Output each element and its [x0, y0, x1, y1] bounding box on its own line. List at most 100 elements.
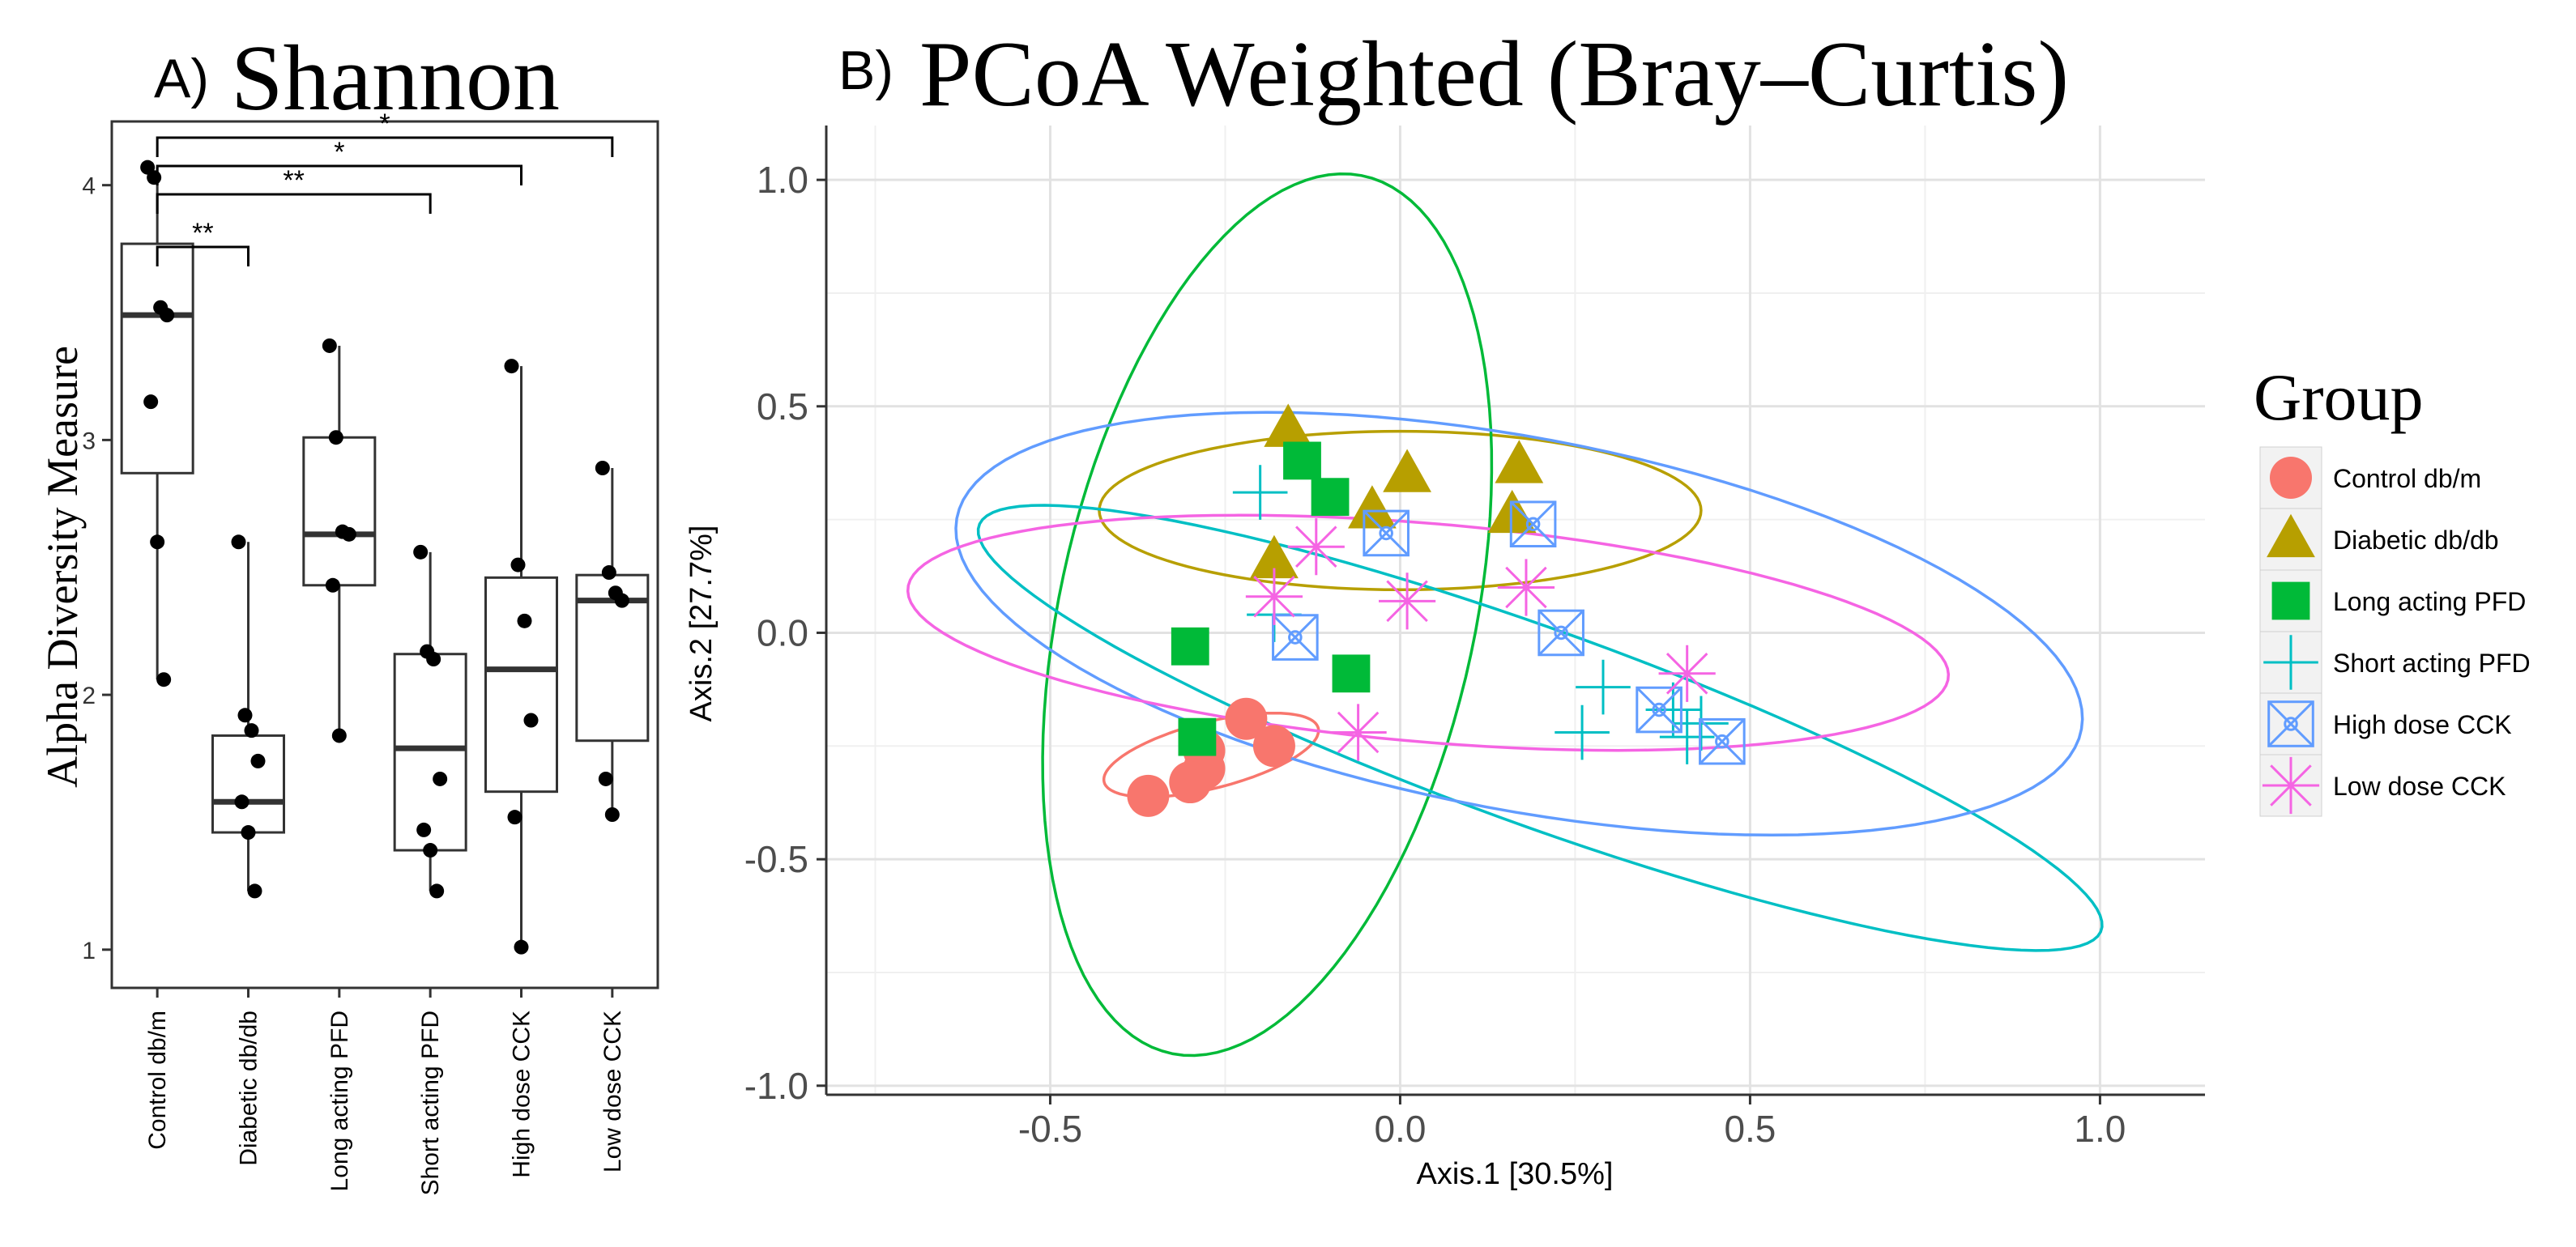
panel-a-title: Shannon [231, 27, 560, 130]
panel-a-ylabel: Alpha Diversity Measure [38, 346, 87, 788]
y-tick-label: 0.0 [757, 611, 808, 653]
point-short [1232, 465, 1288, 520]
data-point [331, 728, 347, 743]
data-point [231, 534, 246, 550]
marker-box [1509, 500, 1557, 548]
point-long [1171, 627, 1209, 666]
y-tick-label: -0.5 [744, 838, 808, 880]
point-long [1178, 717, 1217, 756]
data-point [325, 577, 340, 593]
data-point [601, 565, 616, 581]
x-tick-label: Low dose CCK [599, 1011, 626, 1173]
point-low [1497, 559, 1555, 616]
box [484, 576, 558, 794]
box [393, 653, 467, 852]
data-point [416, 822, 432, 837]
box [120, 242, 194, 475]
marker-box [1537, 609, 1584, 657]
x-tick-label: Short acting PFD [417, 1011, 444, 1195]
point-control [1252, 725, 1295, 768]
marker-dot [2284, 717, 2298, 731]
legend: Control db/m Diabetic db/db Long acting PF… [2259, 446, 2531, 817]
panel-a-letter: A) [154, 48, 209, 109]
marker-cross [1510, 500, 1556, 547]
y-tick-label: 0.5 [757, 385, 808, 428]
box-plot: 1 2 3 4 Control db/m Diabetic db/db Long actin… [82, 109, 659, 1195]
data-point [160, 308, 175, 323]
point-long [1311, 478, 1350, 517]
significance-bracket [156, 136, 614, 157]
point-low [1658, 645, 1716, 702]
point-diabetic [1264, 403, 1313, 447]
data-point [322, 338, 337, 353]
data-point [341, 526, 356, 542]
data-point [423, 843, 438, 858]
x-tick-label: Diabetic db/db [236, 1011, 262, 1166]
data-point [328, 430, 343, 445]
significance-bracket [156, 193, 432, 214]
legend-label: Short acting PFD [2333, 649, 2531, 678]
marker-dot [1715, 734, 1729, 749]
data-point [250, 753, 266, 768]
point-high [1537, 609, 1584, 657]
legend-key-diabetic [2267, 513, 2315, 558]
y-tick-label: 1.0 [757, 159, 808, 201]
legend-key-low [2262, 756, 2320, 815]
data-point [147, 170, 162, 185]
marker-cross [1363, 510, 1410, 556]
confidence-ellipse-long [1041, 172, 1494, 1058]
marker-box [1699, 717, 1746, 765]
marker-cross [1636, 687, 1683, 733]
significance-bracket [156, 164, 522, 185]
legend-label: Low dose CCK [2333, 772, 2506, 801]
data-point [234, 794, 249, 810]
box [211, 734, 285, 834]
point-control [1169, 761, 1212, 804]
x-tick-label: Long acting PFD [326, 1011, 353, 1191]
point-low [1378, 572, 1436, 630]
data-point [598, 771, 613, 786]
panel-b-ylabel: Axis.2 [27.7%] [685, 526, 719, 722]
data-point [150, 534, 165, 550]
legend-label: High dose CCK [2333, 710, 2512, 739]
point-high [1272, 614, 1319, 661]
legend-key-high [2267, 700, 2314, 747]
marker-dot [1554, 625, 1568, 641]
y-tick-label: 3 [82, 428, 96, 454]
marker-box [1272, 614, 1319, 661]
data-point [247, 883, 262, 899]
legend-label: Long acting PFD [2333, 587, 2526, 616]
data-point [614, 593, 629, 608]
point-high [1699, 717, 1746, 765]
y-tick-label: -1.0 [744, 1065, 808, 1107]
point-long [1283, 441, 1321, 480]
x-tick-label: 1.0 [2074, 1108, 2126, 1150]
legend-label: Diabetic db/db [2333, 526, 2499, 555]
y-tick-label: 2 [82, 683, 96, 709]
point-short [1659, 709, 1715, 764]
confidence-ellipse-high [954, 411, 2084, 837]
significance-label: * [334, 137, 344, 168]
point-high [1636, 686, 1683, 734]
x-tick-label: -0.5 [1018, 1108, 1082, 1150]
x-tick-label: Control db/m [144, 1011, 171, 1150]
marker-cross [1272, 614, 1319, 661]
marker-dot [1288, 630, 1303, 645]
marker-cross [1537, 610, 1584, 656]
point-low [1287, 518, 1345, 576]
data-point [429, 883, 445, 899]
data-point [595, 461, 610, 475]
legend-key-control [2270, 457, 2312, 499]
significance-bracket [156, 245, 249, 266]
x-tick-label: 0.5 [1724, 1108, 1776, 1150]
data-point [244, 723, 259, 738]
point-diabetic [1495, 440, 1544, 483]
panel-b-xlabel: Axis.1 [30.5%] [1417, 1157, 1614, 1191]
point-low [1245, 568, 1303, 625]
data-point [507, 810, 522, 825]
confidence-ellipse-short [976, 504, 2104, 952]
point-diabetic [1383, 449, 1431, 492]
data-point [433, 771, 448, 786]
data-point [514, 939, 529, 955]
